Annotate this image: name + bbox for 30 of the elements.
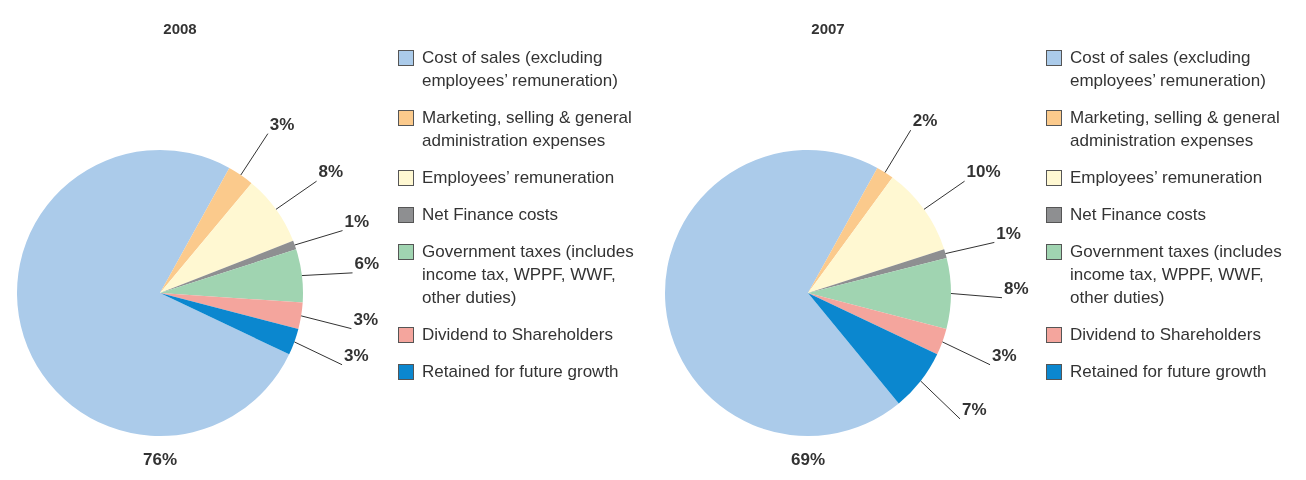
legend-label: Retained for future growth [422, 361, 619, 383]
data-label: 3% [269, 114, 295, 134]
legend-label: Dividend to Shareholders [422, 324, 613, 346]
chart-title: 2007 [811, 20, 845, 38]
legend-label: Cost of sales (excluding employees’ remuneration) [1070, 47, 1267, 92]
legend-label: Dividend to Shareholders [1070, 324, 1261, 346]
legend-label: Net Finance costs [422, 204, 559, 226]
data-label: 3% [353, 309, 379, 329]
data-label: 76% [142, 450, 178, 470]
legend-label: Marketing, selling & general administration expenses [422, 107, 633, 152]
legend-label: Cost of sales (excluding employees’ remuneration) [422, 47, 619, 92]
data-label: 69% [790, 450, 826, 470]
legend-label: Government taxes (includes income tax, WPPF, WWF, other duties) [1070, 241, 1283, 309]
data-label: 3% [344, 345, 369, 365]
data-label: 3% [992, 345, 1017, 365]
data-label: 1% [996, 223, 1021, 243]
legend-label: Net Finance costs [1070, 204, 1207, 226]
chart-title: 2008 [163, 20, 197, 38]
data-label: 8% [1004, 278, 1029, 298]
legend-label: Employees’ remuneration [422, 167, 615, 189]
legend-label: Marketing, selling & general administration expenses [1070, 107, 1281, 152]
data-label: 2% [912, 111, 938, 131]
data-label: 7% [962, 400, 987, 420]
legend-label: Retained for future growth [1070, 361, 1267, 383]
legend-label: Employees’ remuneration [1070, 167, 1263, 189]
data-label: 10% [966, 162, 1001, 182]
data-label: 8% [318, 162, 344, 182]
data-label: 1% [344, 211, 370, 231]
data-label: 6% [354, 254, 380, 274]
legend-label: Government taxes (includes income tax, WPPF, WWF, other duties) [422, 241, 635, 309]
